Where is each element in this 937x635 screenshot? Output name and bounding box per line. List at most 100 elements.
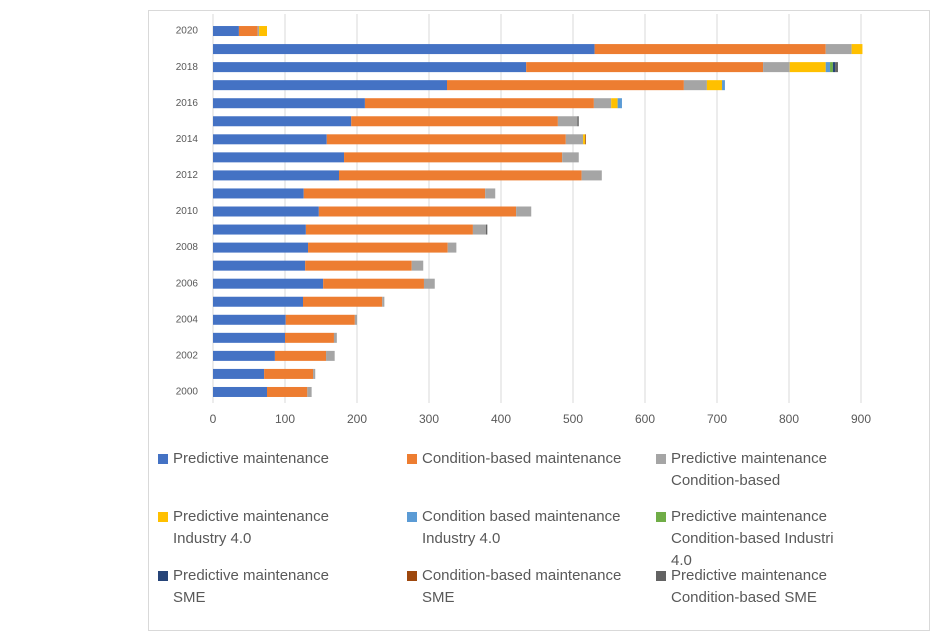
bar-segment bbox=[825, 44, 852, 55]
bar-segment bbox=[213, 152, 345, 163]
bar-segment bbox=[213, 98, 365, 109]
bar-segment bbox=[830, 62, 833, 73]
bar-segment bbox=[323, 278, 424, 289]
bar-segment bbox=[257, 26, 260, 37]
bar-segment bbox=[213, 188, 304, 199]
y-tick-label: 2008 bbox=[176, 242, 199, 253]
bar-segment bbox=[326, 350, 335, 361]
bar-segment bbox=[213, 44, 595, 55]
bar-segment bbox=[267, 386, 308, 397]
bar-segment bbox=[593, 98, 612, 109]
y-tick-label: 2004 bbox=[176, 314, 199, 325]
bar-segment bbox=[706, 80, 723, 91]
bar-segment bbox=[303, 188, 486, 199]
legend-swatch bbox=[656, 512, 666, 522]
bar-segment bbox=[303, 296, 383, 307]
x-tick-label: 800 bbox=[779, 412, 799, 426]
y-tick-label: 2016 bbox=[176, 98, 199, 109]
bar-segment bbox=[617, 98, 622, 109]
bar-segment bbox=[333, 332, 337, 343]
bar-segment bbox=[594, 44, 826, 55]
legend-swatch bbox=[407, 454, 417, 464]
bar-segment bbox=[411, 260, 424, 271]
bar-segment bbox=[447, 242, 457, 253]
bar-segment bbox=[351, 116, 558, 127]
bar-segment bbox=[423, 278, 435, 289]
bar-segment bbox=[213, 386, 267, 397]
bar-segment bbox=[213, 260, 306, 271]
legend-label: Predictive maintenance Industry 4.0 bbox=[173, 508, 329, 547]
legend-swatch bbox=[656, 454, 666, 464]
bar-segment bbox=[213, 116, 352, 127]
legend-swatch bbox=[407, 512, 417, 522]
bar-segment bbox=[213, 170, 339, 181]
legend-label: Predictive maintenance SME bbox=[173, 567, 329, 606]
bar-segment bbox=[851, 44, 863, 55]
bar-segment bbox=[825, 62, 831, 73]
bar-segment bbox=[585, 134, 586, 145]
y-tick-label: 2012 bbox=[176, 170, 199, 181]
bar-segment bbox=[562, 152, 579, 163]
bar-segment bbox=[326, 134, 566, 145]
bar-segment bbox=[238, 26, 258, 37]
bar-segment bbox=[382, 296, 385, 307]
bar-segment bbox=[835, 62, 838, 73]
x-tick-label: 400 bbox=[491, 412, 511, 426]
bar-segment bbox=[526, 62, 764, 73]
bar-segment bbox=[213, 80, 447, 91]
bar-segment bbox=[683, 80, 707, 91]
bar-segment bbox=[354, 314, 357, 325]
bar-segment bbox=[213, 332, 285, 343]
bar-segment bbox=[213, 62, 527, 73]
y-tick-label: 2002 bbox=[176, 351, 199, 362]
bar-segment bbox=[789, 62, 826, 73]
legend-label: Predictive maintenance Condition-based bbox=[671, 450, 827, 489]
x-tick-label: 100 bbox=[275, 412, 295, 426]
bar-segment bbox=[313, 368, 316, 379]
bar-segment bbox=[447, 80, 684, 91]
bar-segment bbox=[213, 314, 286, 325]
bar-segment bbox=[611, 98, 618, 109]
legend-label: Predictive maintenance Condition-based S… bbox=[671, 567, 827, 606]
y-tick-label: 2014 bbox=[176, 134, 199, 145]
y-tick-label: 2018 bbox=[176, 62, 199, 73]
bar-segment bbox=[305, 224, 473, 235]
legend-swatch bbox=[656, 571, 666, 581]
bar-segment bbox=[213, 296, 303, 307]
x-tick-label: 600 bbox=[635, 412, 655, 426]
bar-segment bbox=[516, 206, 532, 217]
bar-segment bbox=[213, 350, 275, 361]
bar-segment bbox=[213, 278, 324, 289]
bar-segment bbox=[318, 206, 517, 217]
legend-label: Condition based maintenance Industry 4.0 bbox=[422, 508, 621, 547]
bar-segment bbox=[285, 314, 355, 325]
x-tick-label: 500 bbox=[563, 412, 583, 426]
bar-segment bbox=[308, 242, 448, 253]
bar-segment bbox=[583, 134, 586, 145]
bar-segment bbox=[285, 332, 334, 343]
bar-segment bbox=[565, 134, 584, 145]
legend-swatch bbox=[158, 512, 168, 522]
y-tick-label: 2010 bbox=[176, 206, 199, 217]
legend-label: Predictive maintenance Condition-based I… bbox=[671, 508, 834, 569]
x-tick-label: 0 bbox=[210, 412, 217, 426]
bar-segment bbox=[485, 224, 488, 235]
bar-segment bbox=[213, 368, 265, 379]
x-tick-label: 200 bbox=[347, 412, 367, 426]
x-tick-label: 700 bbox=[707, 412, 727, 426]
bar-segment bbox=[274, 350, 327, 361]
y-tick-label: 2020 bbox=[176, 26, 199, 37]
bar-segment bbox=[763, 62, 790, 73]
y-tick-label: 2000 bbox=[176, 387, 199, 398]
bar-segment bbox=[722, 80, 725, 91]
bar-segment bbox=[305, 260, 412, 271]
legend-swatch bbox=[407, 571, 417, 581]
bar-segment bbox=[213, 206, 319, 217]
legend-swatch bbox=[158, 571, 168, 581]
x-tick-label: 900 bbox=[851, 412, 871, 426]
bar-segment bbox=[213, 26, 239, 37]
chart-frame bbox=[148, 10, 930, 631]
legend-swatch bbox=[158, 454, 168, 464]
legend-label: Condition-based maintenance SME bbox=[422, 567, 622, 606]
